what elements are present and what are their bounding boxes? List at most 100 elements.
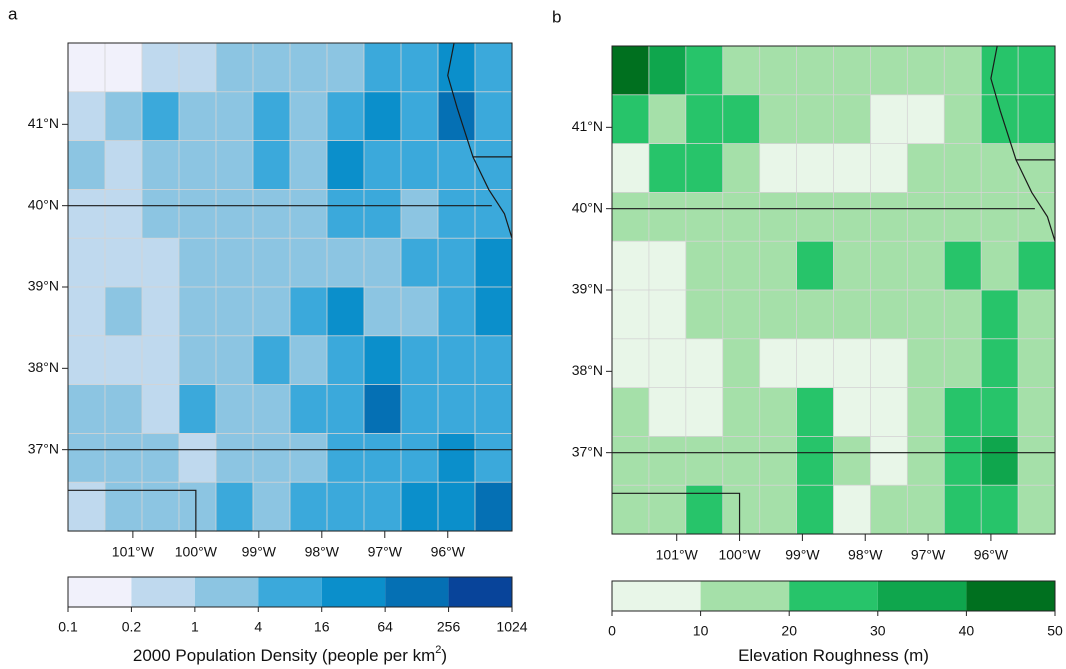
panel-label: b: [552, 7, 561, 26]
x-tick-label: 98°W: [848, 547, 883, 563]
map-cell: [796, 289, 835, 340]
map-cell: [722, 338, 761, 389]
map-cell: [870, 143, 909, 194]
map-cell: [215, 140, 254, 191]
map-cell: [141, 432, 180, 483]
colorbar-tick-label: 64: [377, 619, 393, 635]
map-cell: [685, 484, 724, 535]
map-cell: [400, 91, 439, 142]
map-cell: [722, 387, 761, 438]
map-cell: [437, 384, 476, 435]
map-cell: [67, 140, 106, 191]
map-cell: [796, 191, 835, 242]
x-tick-label: 97°W: [911, 547, 946, 563]
map-cell: [67, 237, 106, 288]
map-cell: [1017, 387, 1056, 438]
map-cell: [648, 240, 687, 291]
map-cell: [289, 188, 328, 239]
map-cell: [104, 237, 143, 288]
map-cell: [611, 435, 650, 486]
map-cell: [980, 435, 1019, 486]
map-cell: [215, 237, 254, 288]
map-cell: [722, 240, 761, 291]
map-cell: [141, 286, 180, 337]
state-border: [447, 42, 513, 239]
colorbar-box: [194, 577, 259, 607]
map-cell: [648, 289, 687, 340]
map-cell: [289, 42, 328, 93]
map-cell: [722, 484, 761, 535]
map-cell: [870, 387, 909, 438]
colorbar-frame: [67, 576, 513, 608]
map-cell: [289, 140, 328, 191]
colorbar-tick-label: 40: [959, 623, 975, 639]
map-cell: [289, 384, 328, 435]
map-cell: [1017, 45, 1056, 96]
map-cell: [215, 335, 254, 386]
map-cell: [759, 191, 798, 242]
colorbar-label-text: Elevation Roughness (m): [738, 646, 929, 665]
map-cell: [759, 289, 798, 340]
colorbar-tick-label: 1: [191, 619, 199, 635]
map-cell: [363, 335, 402, 386]
map-cell: [474, 42, 513, 93]
map-cell: [833, 94, 872, 145]
map-cell: [870, 191, 909, 242]
map-cell: [611, 143, 650, 194]
map-cell: [648, 191, 687, 242]
map-cell: [67, 432, 106, 483]
y-tick-label: 37°N: [28, 440, 59, 456]
map-cell: [906, 45, 945, 96]
map-cell: [252, 384, 291, 435]
map-cell: [943, 143, 982, 194]
map-cell: [363, 237, 402, 288]
map-cell: [722, 191, 761, 242]
y-tick-label: 40°N: [28, 196, 59, 212]
colorbar-tick-label: 20: [781, 623, 797, 639]
map-cell: [104, 140, 143, 191]
state-border: [68, 489, 197, 531]
map-cell: [759, 338, 798, 389]
map-cell: [722, 289, 761, 340]
map-cell: [980, 240, 1019, 291]
map-cell: [906, 143, 945, 194]
map-cell: [906, 240, 945, 291]
map-cell: [906, 94, 945, 145]
map-cell: [400, 432, 439, 483]
map-cell: [289, 91, 328, 142]
map-cell: [289, 237, 328, 288]
map-cell: [722, 435, 761, 486]
map-cell: [437, 188, 476, 239]
x-tick-label: 100°W: [718, 547, 761, 563]
map-cell: [685, 240, 724, 291]
y-tick-label: 40°N: [572, 199, 603, 215]
map-cell: [685, 45, 724, 96]
colorbar-box: [258, 577, 322, 607]
map-cell: [870, 484, 909, 535]
colorbar-box: [700, 581, 790, 611]
map-cell: [474, 335, 513, 386]
map-cell: [437, 91, 476, 142]
map-cell: [685, 94, 724, 145]
map-cell: [906, 435, 945, 486]
map-cell: [326, 481, 365, 532]
map-cell: [363, 91, 402, 142]
colorbar-box: [966, 581, 1055, 611]
map-cell: [474, 432, 513, 483]
map-cell: [104, 335, 143, 386]
map-cell: [400, 42, 439, 93]
map-cell: [104, 432, 143, 483]
colorbar-box: [877, 581, 967, 611]
map-cell: [685, 435, 724, 486]
map-cell: [141, 42, 180, 93]
map-cell: [252, 432, 291, 483]
map-cell: [611, 45, 650, 96]
map-cell: [943, 387, 982, 438]
map-cell: [870, 45, 909, 96]
map-cell: [796, 387, 835, 438]
map-cell: [289, 481, 328, 532]
map-cell: [611, 191, 650, 242]
map-cell: [363, 432, 402, 483]
map-cell: [980, 338, 1019, 389]
map-cell: [289, 335, 328, 386]
